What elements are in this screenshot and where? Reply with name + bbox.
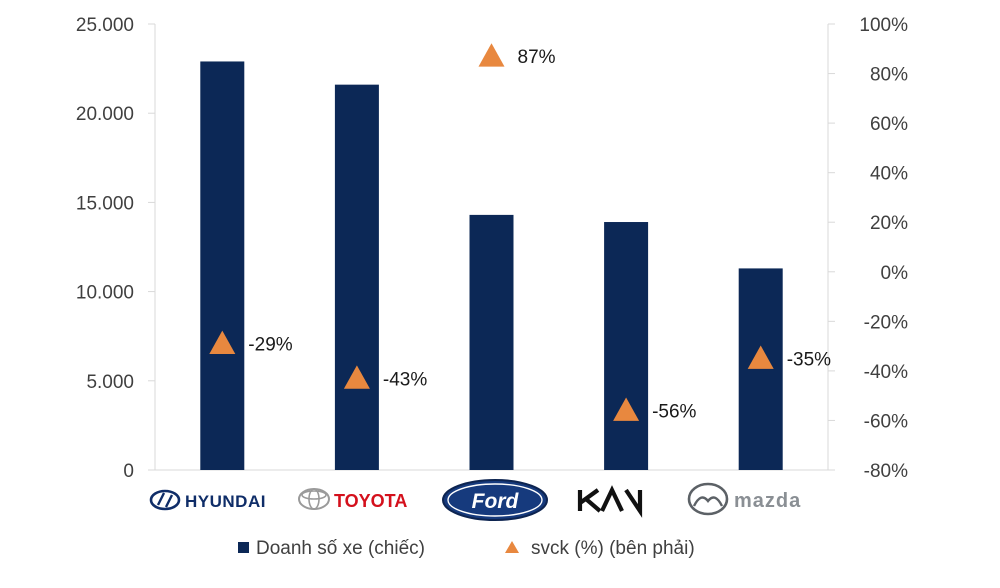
triangle-data-labels: -29% -43% 87% -56% -35% [248,47,831,422]
right-tick-label: 0% [881,263,909,284]
mazda-wordmark: mazda [734,490,801,512]
ford-logo: Ford [442,479,548,521]
legend-bar-swatch [238,542,249,553]
right-axis-ticks: -80% -60% -40% -20% 0% 20% 40% 60% 80% 100% [828,15,908,482]
left-axis-ticks: 0 5.000 10.000 15.000 20.000 25.000 [76,15,155,482]
left-tick-label: 10.000 [76,283,134,304]
right-tick-label: -80% [864,461,908,482]
left-tick-label: 5.000 [86,372,134,393]
hyundai-emblem-icon [149,489,181,511]
right-tick-label: 40% [870,164,908,185]
legend-bar-label: Doanh số xe (chiếc) [256,538,425,559]
x-axis-logos: HYUNDAI TOYOTA Ford mazda [149,479,801,521]
bars-series [200,61,783,471]
bar [334,84,379,470]
right-tick-label: 100% [859,15,908,36]
triangle-data-label: -35% [787,350,831,371]
triangle-marker [613,397,640,421]
hyundai-wordmark: HYUNDAI [185,492,266,511]
bar [738,268,783,470]
triangle-data-label: -43% [383,369,427,390]
right-tick-label: -40% [864,362,908,383]
bar [200,61,245,471]
triangle-marker [209,330,236,355]
bar [604,222,649,470]
triangle-data-label: -29% [248,335,292,356]
ford-wordmark: Ford [472,490,520,513]
left-tick-label: 20.000 [76,104,134,125]
hyundai-logo: HYUNDAI [149,489,266,511]
left-tick-label: 15.000 [76,193,134,214]
kia-logo [577,485,643,518]
left-tick-label: 25.000 [76,15,134,36]
mazda-logo: mazda [687,482,801,516]
triangle-series [209,43,774,421]
right-tick-label: 60% [870,114,908,135]
ford-oval-icon [442,479,548,521]
triangle-data-label: -56% [652,402,696,423]
legend: Doanh số xe (chiếc) svck (%) (bên phải) [238,538,695,559]
kia-wordmark-icon [577,485,643,518]
legend-triangle-swatch [505,541,519,553]
bar [469,214,514,470]
triangle-marker [478,43,505,67]
right-tick-label: 20% [870,213,908,234]
triangle-marker [747,345,774,369]
mazda-emblem-icon [687,482,729,516]
left-tick-label: 0 [123,461,134,482]
right-tick-label: -60% [864,411,908,432]
triangle-marker [343,365,370,389]
right-tick-label: -20% [864,312,908,333]
right-tick-label: 80% [870,65,908,86]
legend-triangle-label: svck (%) (bên phải) [531,538,695,559]
triangle-data-label: 87% [518,47,556,68]
toyota-logo: TOYOTA [298,488,407,511]
toyota-wordmark: TOYOTA [334,491,407,511]
